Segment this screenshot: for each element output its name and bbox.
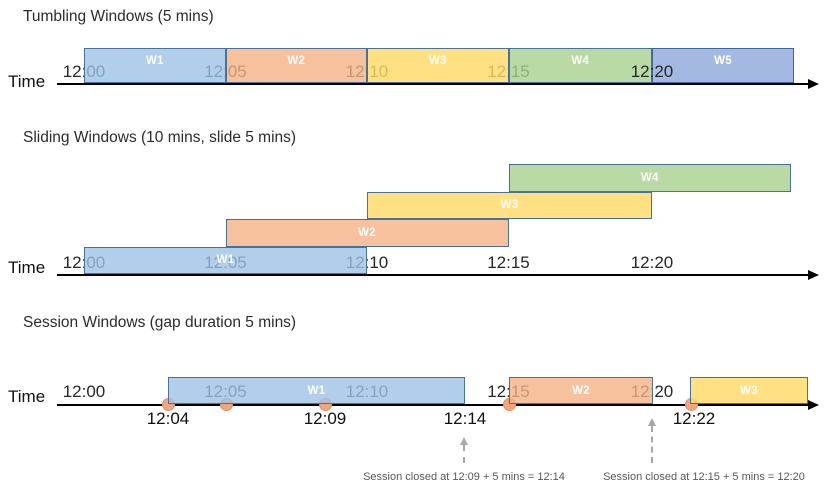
session-window-w1: W1: [168, 377, 465, 404]
session-window-w2: W2: [509, 377, 653, 404]
session-close-annotation-1: Session closed at 12:09 + 5 mins = 12:14: [363, 471, 565, 483]
sliding-window-w2: W2: [225, 219, 509, 247]
sliding-window-w1-label: W1: [216, 254, 235, 267]
sliding-window-w4-label: W4: [640, 171, 659, 184]
session-axis-arrowhead-icon: [808, 399, 819, 410]
tumbling-window-w5-label: W5: [714, 55, 732, 67]
session-event-label-1222: 12:22: [672, 409, 716, 428]
tumbling-window-w1: W1: [84, 48, 226, 83]
tumbling-window-w4-label: W4: [571, 55, 590, 67]
tumbling-time-axis: [57, 82, 810, 85]
tumbling-window-w2: W2: [225, 48, 367, 83]
session-event-label-1214: 12:14: [443, 409, 487, 428]
session-window-w1-label: W1: [307, 384, 326, 397]
session-title: Session Windows (gap duration 5 mins): [23, 314, 297, 331]
session-close-annotation-2: Session closed at 12:15 + 5 mins = 12:20: [603, 471, 805, 483]
session-close-arrowhead-icon-2: [647, 418, 656, 426]
tumbling-window-w4: W4: [508, 48, 652, 83]
sliding-window-w3: W3: [367, 191, 652, 219]
session-close-arrow-line-1: [463, 445, 465, 463]
sliding-window-w3-label: W3: [500, 199, 519, 212]
sliding-window-w1: W1: [84, 246, 367, 274]
tumbling-window-w3: W3: [367, 48, 509, 83]
session-tick-1200: 12:00: [62, 382, 106, 401]
sliding-window-w2-label: W2: [358, 226, 376, 239]
tumbling-window-w2-label: W2: [287, 55, 306, 67]
tumbling-title: Tumbling Windows (5 mins): [23, 8, 214, 25]
sliding-time-axis: [57, 273, 810, 276]
session-event-label-1209: 12:09: [303, 409, 347, 428]
tumbling-tick-1220: 12:20: [630, 62, 674, 81]
tumbling-axis-arrowhead-icon: [808, 78, 819, 89]
sliding-time-axis-label: Time: [8, 258, 46, 277]
sliding-tick-1215: 12:15: [487, 253, 530, 272]
session-close-arrow-line-2: [651, 426, 653, 463]
sliding-axis-arrowhead-icon: [808, 269, 819, 280]
session-event-label-1204: 12:04: [146, 409, 190, 428]
sliding-window-w4: W4: [508, 164, 791, 192]
tumbling-window-w3-label: W3: [428, 55, 447, 67]
sliding-title: Sliding Windows (10 mins, slide 5 mins): [23, 129, 297, 146]
session-window-w3: W3: [690, 377, 808, 404]
session-close-arrowhead-icon-1: [459, 437, 468, 445]
sliding-tick-1220: 12:20: [630, 253, 674, 272]
session-time-axis-label: Time: [8, 387, 46, 406]
session-window-w3-label: W3: [740, 384, 758, 397]
tumbling-time-axis-label: Time: [8, 72, 46, 91]
session-time-axis: [57, 403, 810, 406]
session-window-w2-label: W2: [572, 384, 590, 397]
tumbling-window-w1-label: W1: [145, 55, 164, 67]
tumbling-window-w5: W5: [652, 48, 794, 83]
